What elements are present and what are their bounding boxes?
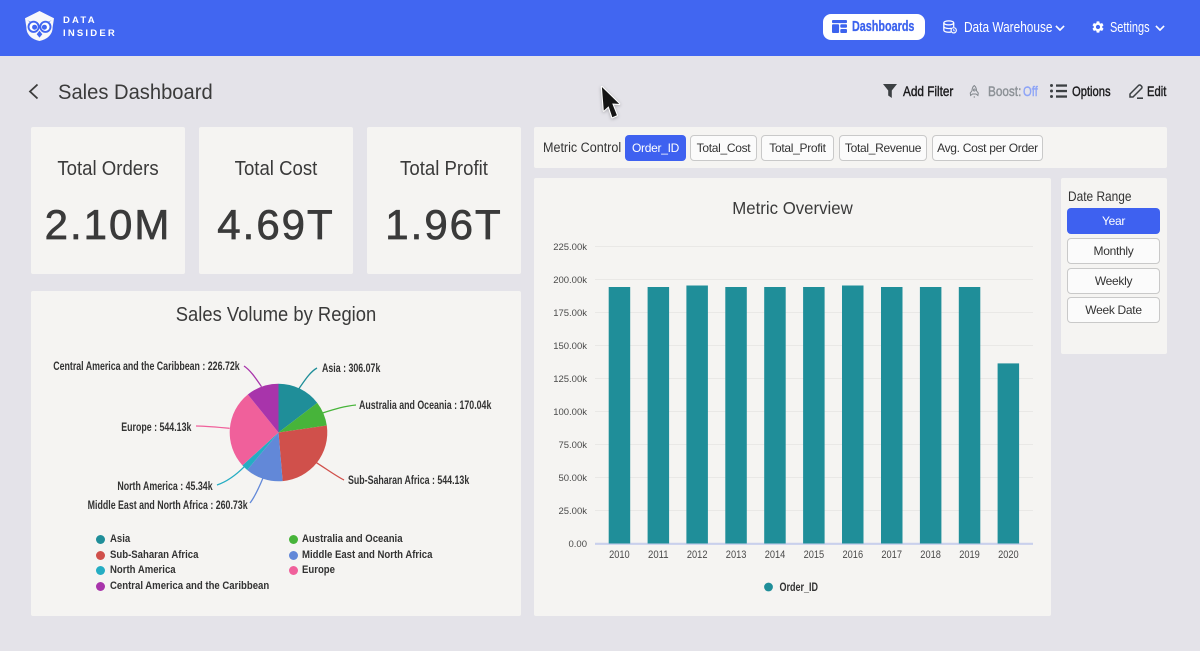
svg-text:50.00k: 50.00k xyxy=(558,473,587,484)
svg-text:2015: 2015 xyxy=(804,549,825,561)
svg-text:2020: 2020 xyxy=(998,549,1019,561)
svg-text:150.00k: 150.00k xyxy=(553,341,587,352)
svg-text:2013: 2013 xyxy=(726,549,747,561)
svg-text:125.00k: 125.00k xyxy=(553,374,587,385)
svg-text:0.00: 0.00 xyxy=(569,539,588,550)
svg-text:2010: 2010 xyxy=(609,549,630,561)
svg-text:2011: 2011 xyxy=(648,549,669,561)
svg-text:2019: 2019 xyxy=(959,549,980,561)
svg-text:2016: 2016 xyxy=(843,549,864,561)
svg-text:2012: 2012 xyxy=(687,549,708,561)
svg-text:175.00k: 175.00k xyxy=(553,308,587,319)
svg-text:25.00k: 25.00k xyxy=(558,506,587,517)
svg-text:2017: 2017 xyxy=(881,549,902,561)
svg-text:100.00k: 100.00k xyxy=(553,407,587,418)
svg-text:Order_ID: Order_ID xyxy=(780,582,819,594)
svg-text:2018: 2018 xyxy=(920,549,941,561)
svg-text:200.00k: 200.00k xyxy=(553,275,587,286)
svg-text:75.00k: 75.00k xyxy=(558,440,587,451)
svg-text:225.00k: 225.00k xyxy=(553,242,587,253)
svg-text:2014: 2014 xyxy=(765,549,786,561)
